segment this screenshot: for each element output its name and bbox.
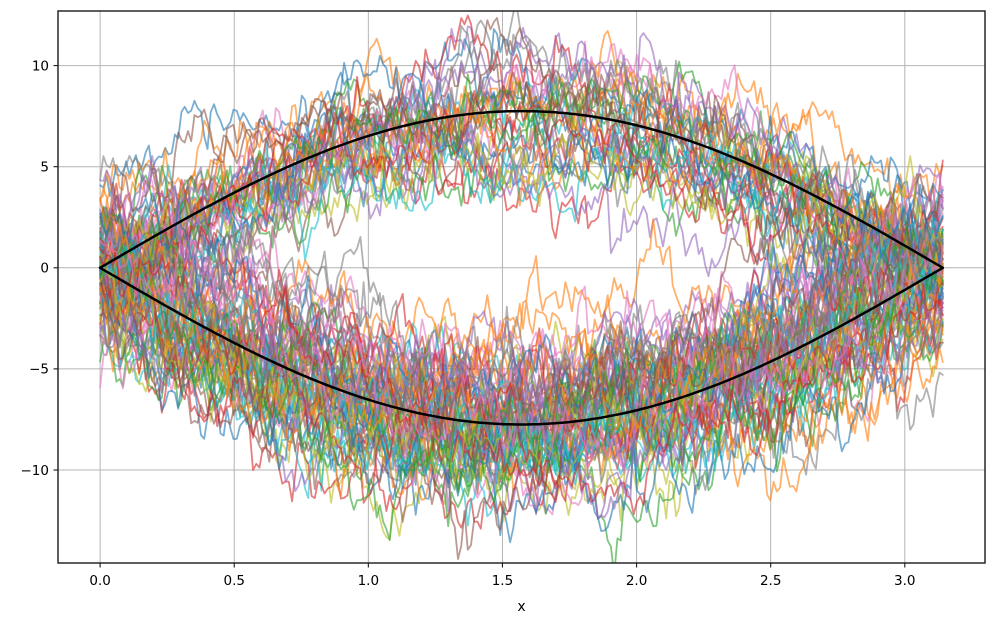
y-tick-label: −5 (29, 362, 49, 378)
upper-noisy-path (99, 28, 944, 300)
lower-noisy-path (99, 174, 944, 398)
lower-noisy-path (99, 174, 944, 478)
x-tick-label: 1.5 (492, 573, 513, 589)
lower-noisy-path (99, 205, 944, 405)
lower-envelope-curve (98, 266, 945, 426)
noisy-paths-layer (99, 11, 944, 563)
upper-noisy-path (99, 108, 944, 305)
lower-noisy-path (99, 221, 944, 464)
upper-noisy-path (99, 104, 944, 298)
y-tick-label: 10 (32, 58, 49, 74)
axes-spines (57, 10, 986, 564)
x-tick-label: 2.0 (626, 573, 647, 589)
upper-noisy-path (99, 64, 944, 294)
y-tick-label: 0 (40, 261, 49, 277)
x-tick-label: 1.0 (358, 573, 379, 589)
x-axis-label: x (517, 599, 525, 615)
x-tick-label: 0.5 (223, 573, 244, 589)
lower-noisy-path (99, 196, 944, 438)
upper-noisy-path (99, 29, 944, 255)
upper-noisy-path (99, 14, 944, 300)
y-tick-label: −10 (21, 463, 50, 479)
lower-noisy-path (99, 246, 944, 516)
lower-noisy-path (99, 168, 944, 519)
upper-envelope-curve (98, 109, 945, 270)
x-tick-label: 0.0 (89, 573, 110, 589)
x-tick-label: 3.0 (894, 573, 915, 589)
x-tick-label: 2.5 (760, 573, 781, 589)
lower-noisy-path (99, 224, 944, 429)
y-tick-label: 5 (40, 159, 49, 175)
